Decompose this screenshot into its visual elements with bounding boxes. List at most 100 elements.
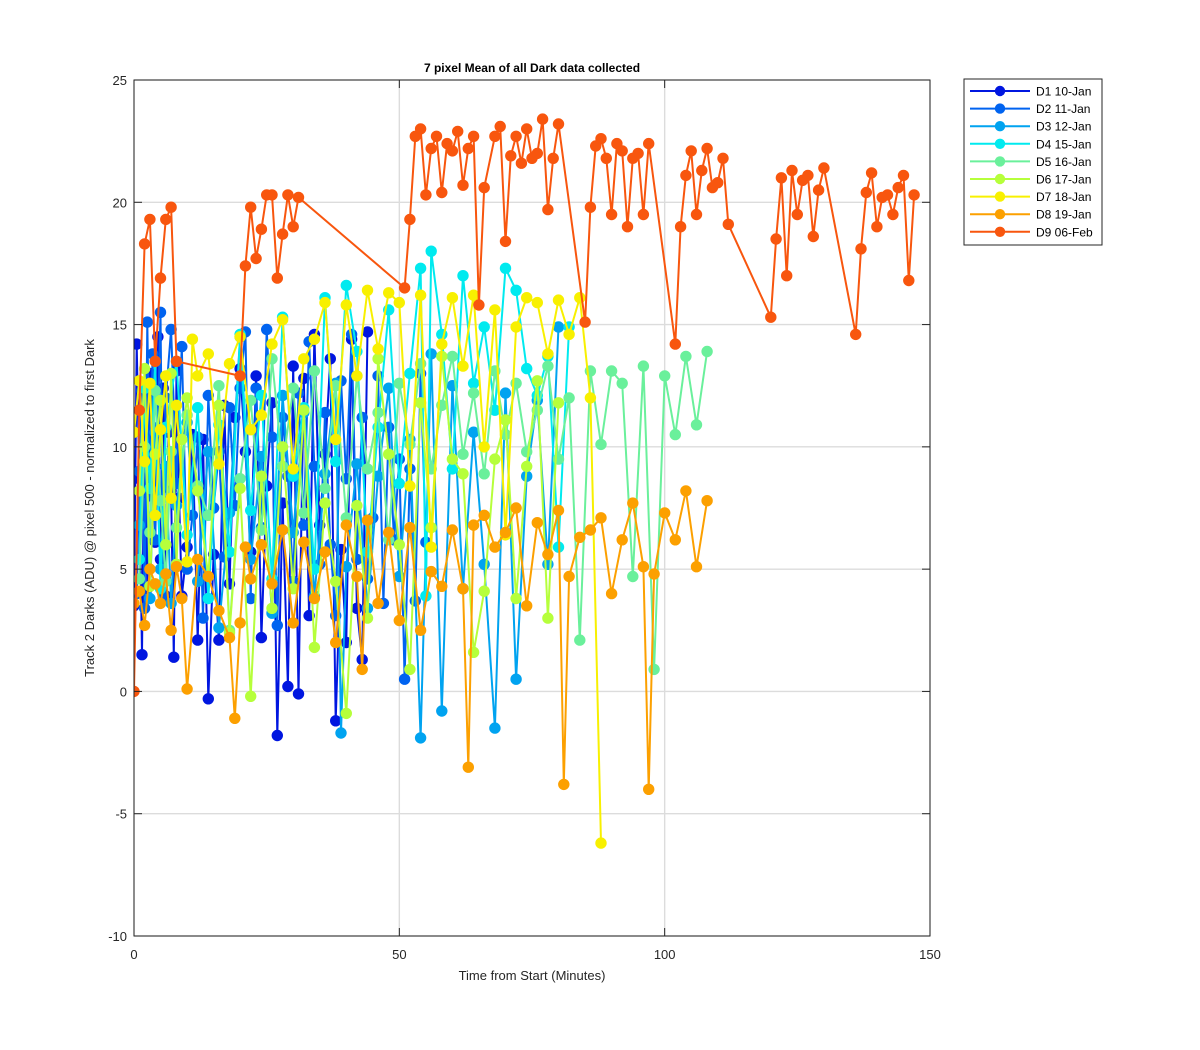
data-point xyxy=(414,624,427,636)
data-point xyxy=(637,561,650,573)
data-point xyxy=(489,304,501,316)
data-point xyxy=(213,605,225,617)
data-point xyxy=(192,370,204,382)
data-point xyxy=(234,370,246,382)
data-point xyxy=(340,519,352,531)
legend-label: D1 10-Jan xyxy=(1036,85,1091,99)
data-point xyxy=(690,208,703,221)
data-point xyxy=(467,289,480,301)
data-point xyxy=(674,221,687,233)
data-point xyxy=(865,167,878,179)
data-point xyxy=(234,331,246,343)
series-line xyxy=(134,489,709,791)
data-point xyxy=(531,147,543,160)
data-point xyxy=(351,458,363,470)
data-point xyxy=(398,282,411,294)
data-point xyxy=(361,514,374,526)
data-point xyxy=(202,693,215,705)
data-point xyxy=(393,539,405,551)
data-point xyxy=(446,453,459,465)
data-point xyxy=(292,688,305,700)
data-point xyxy=(515,157,528,169)
data-point xyxy=(425,142,437,155)
data-point xyxy=(202,348,215,360)
data-point xyxy=(521,123,533,135)
legend-swatch-marker xyxy=(994,156,1006,167)
data-point xyxy=(531,375,543,387)
data-point xyxy=(616,145,628,157)
data-point xyxy=(266,578,278,590)
data-point xyxy=(372,353,384,365)
data-point xyxy=(292,191,305,204)
data-point xyxy=(478,509,490,521)
data-point xyxy=(330,575,342,588)
data-point xyxy=(536,113,549,125)
data-point xyxy=(404,663,416,676)
data-point xyxy=(308,592,321,605)
data-point xyxy=(404,480,416,492)
y-tick-label: 25 xyxy=(113,73,127,88)
data-point xyxy=(436,338,448,350)
data-point xyxy=(457,360,469,372)
data-point xyxy=(298,353,310,365)
data-point xyxy=(282,680,294,693)
legend-swatch-marker xyxy=(994,85,1006,97)
series-7 xyxy=(134,284,607,849)
data-point xyxy=(138,619,151,632)
axes-frame xyxy=(133,79,931,937)
data-point xyxy=(383,448,395,460)
data-point xyxy=(213,458,225,470)
legend-item: D1 10-Jan xyxy=(970,85,1091,99)
data-point xyxy=(489,130,501,143)
data-point xyxy=(584,524,597,536)
data-point xyxy=(308,333,321,345)
data-point xyxy=(138,238,151,250)
data-point xyxy=(595,133,607,145)
series-line xyxy=(134,289,602,844)
data-point xyxy=(643,137,655,150)
data-point xyxy=(499,414,512,426)
data-point xyxy=(340,279,352,292)
data-point xyxy=(213,622,225,634)
data-point xyxy=(452,125,464,138)
data-point xyxy=(521,460,533,473)
data-point xyxy=(505,150,517,162)
data-point xyxy=(154,424,167,436)
data-point xyxy=(404,213,416,226)
data-point xyxy=(478,181,490,194)
data-point xyxy=(223,358,236,370)
data-point xyxy=(446,145,459,157)
data-point xyxy=(361,326,374,338)
data-point xyxy=(319,482,331,495)
data-point xyxy=(170,355,183,367)
data-point xyxy=(473,299,485,311)
data-point xyxy=(807,230,819,243)
data-point xyxy=(552,294,565,306)
data-point xyxy=(457,448,469,460)
data-point xyxy=(818,162,830,174)
data-point xyxy=(425,245,437,257)
data-point xyxy=(276,228,289,240)
data-point xyxy=(160,568,172,580)
plot-area: 0 50 100 150 -10 -5 0 5 10 15 20 25 xyxy=(108,73,941,962)
data-point xyxy=(478,468,490,480)
data-point xyxy=(372,343,384,355)
legend: D1 10-Jan D2 11-Jan D3 12-Jan D4 15-Jan D5 1… xyxy=(963,78,1103,246)
legend-label: D6 17-Jan xyxy=(1036,173,1091,187)
data-point xyxy=(489,453,501,465)
data-point xyxy=(136,649,148,661)
data-point xyxy=(552,118,565,130)
data-point xyxy=(154,306,167,318)
data-point xyxy=(462,761,474,773)
data-point xyxy=(176,340,188,353)
data-point xyxy=(266,338,278,350)
data-point xyxy=(160,370,172,382)
data-point xyxy=(383,287,395,299)
data-point xyxy=(786,164,798,177)
y-tick-label: 0 xyxy=(120,684,127,699)
data-point xyxy=(160,539,172,551)
data-point xyxy=(850,328,862,341)
data-point xyxy=(298,519,310,531)
data-point xyxy=(319,546,331,558)
data-point xyxy=(356,663,368,676)
